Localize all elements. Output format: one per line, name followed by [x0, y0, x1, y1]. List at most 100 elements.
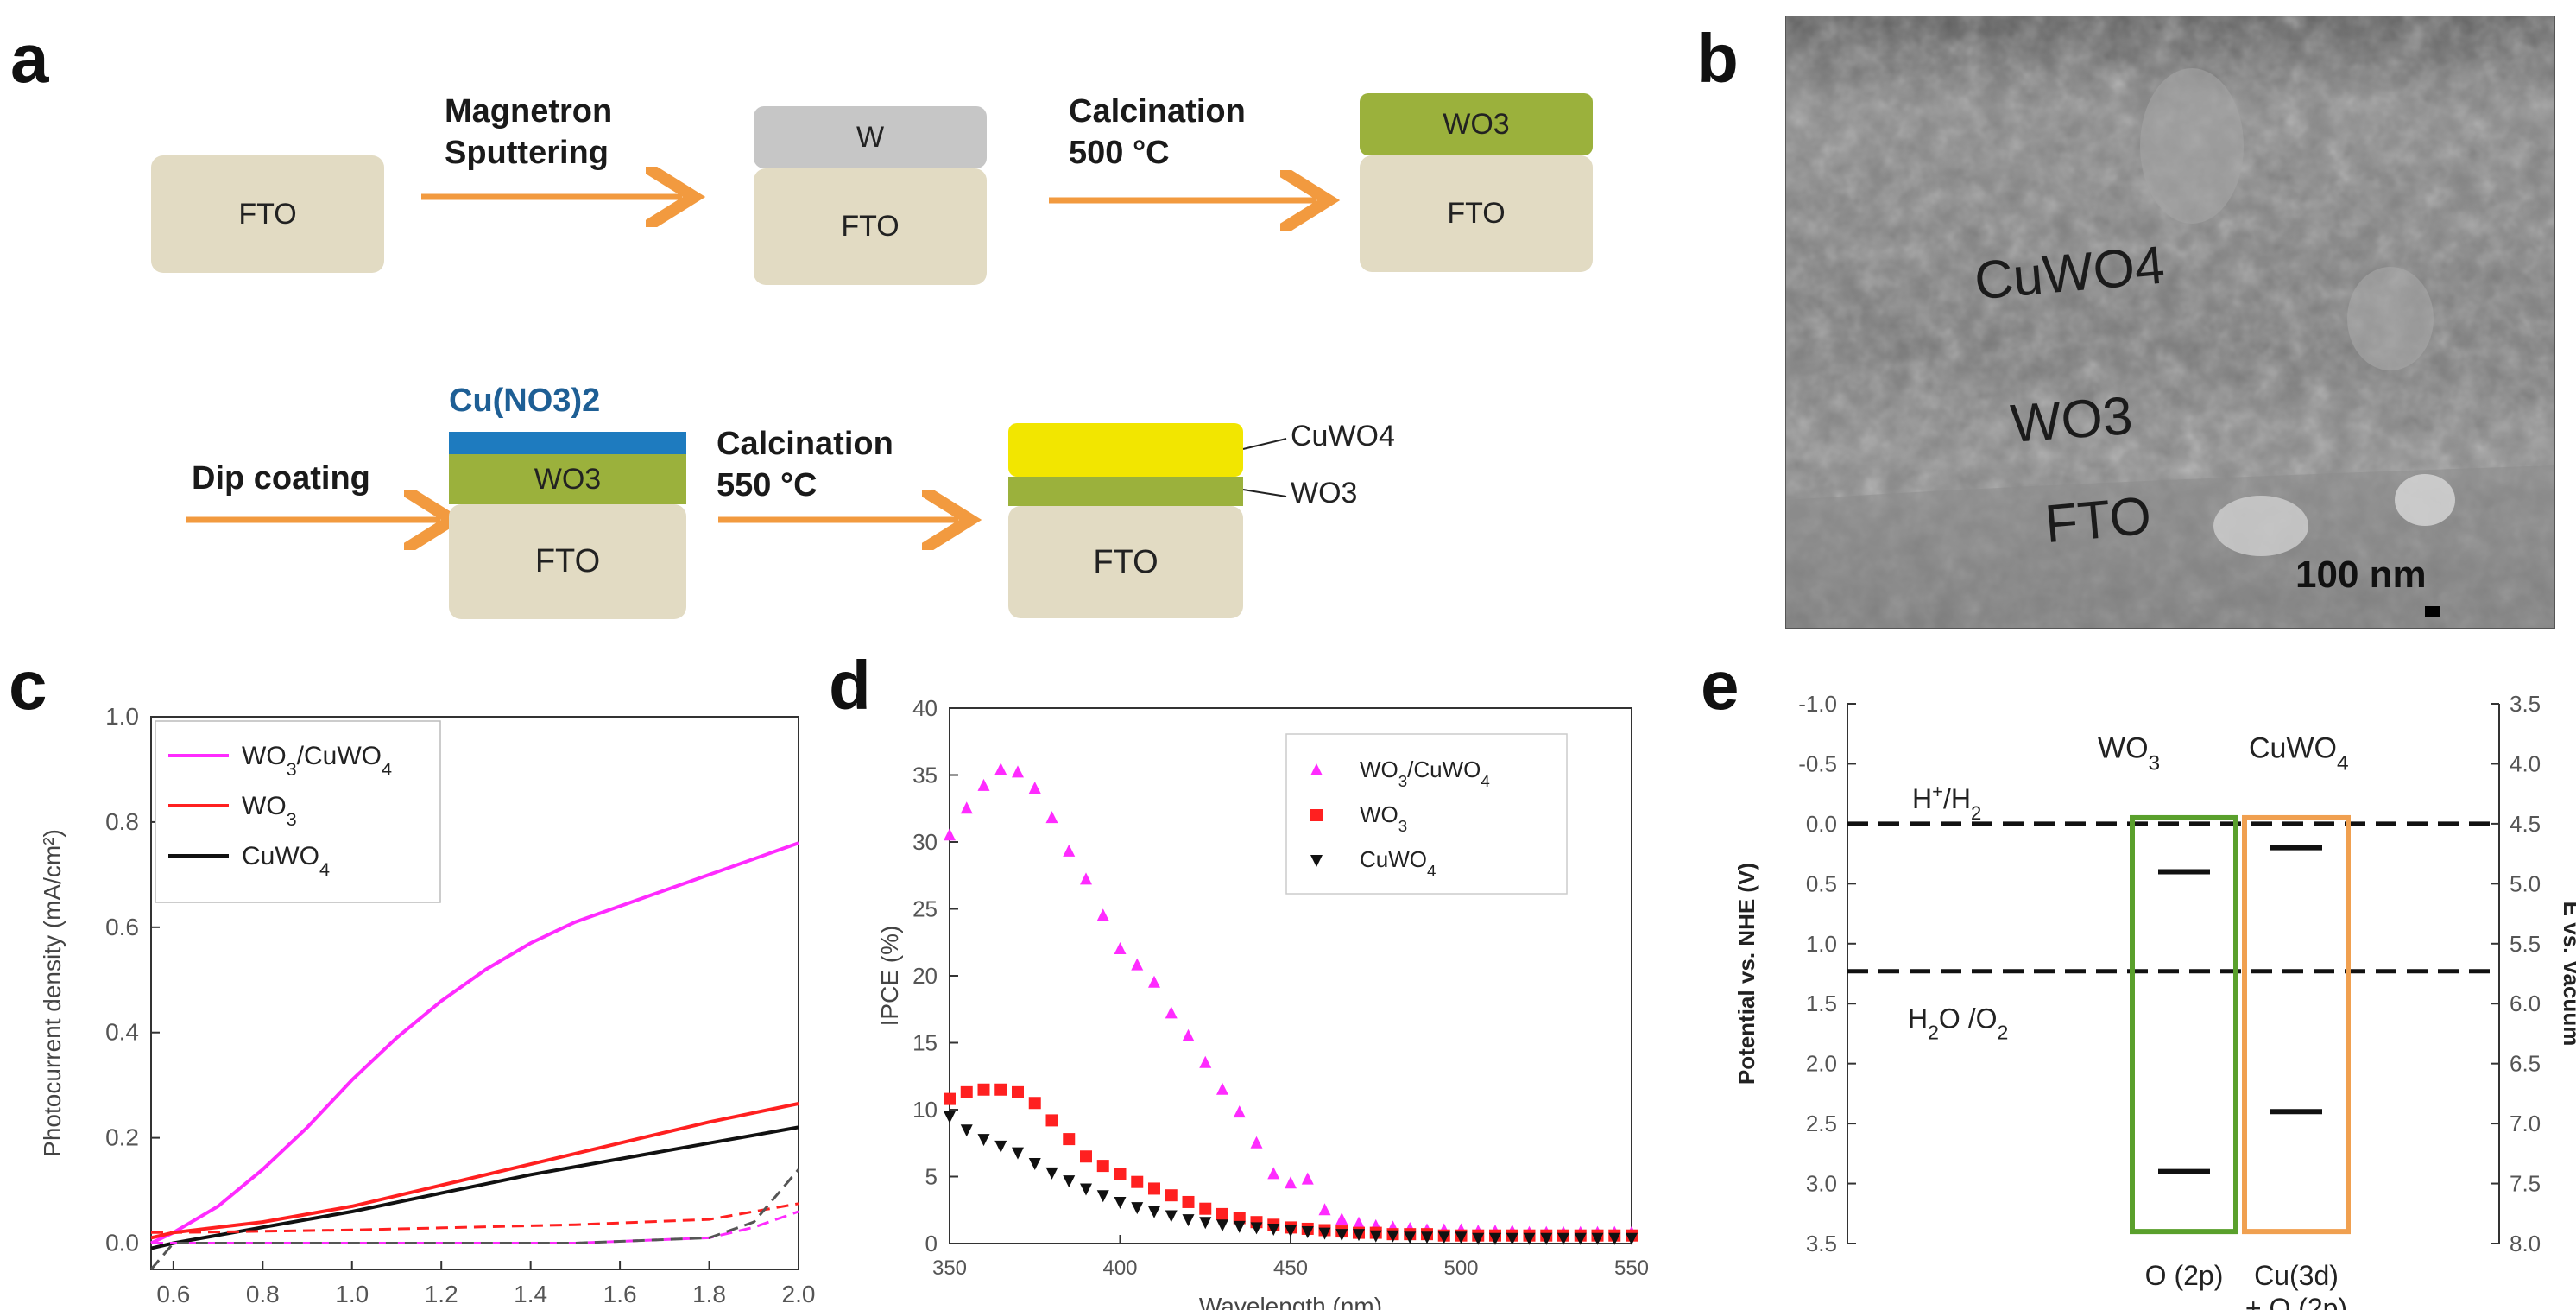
- data-point-d-0: [1012, 765, 1024, 778]
- y-tick-label-e-right: 4.5: [2510, 811, 2541, 837]
- data-point-d-2: [1523, 1232, 1536, 1245]
- data-point-d-2: [1131, 1202, 1144, 1215]
- data-point-d-0: [1285, 1176, 1297, 1189]
- panel-letter-b: b: [1696, 20, 1739, 97]
- y-tick-label-d: 40: [912, 695, 938, 721]
- fto-substrate-2: FTO: [754, 168, 987, 285]
- data-point-d-2: [1285, 1225, 1297, 1237]
- data-point-d-0: [1318, 1203, 1331, 1216]
- data-point-d-1: [1028, 1097, 1041, 1110]
- data-point-d-0: [1353, 1216, 1365, 1229]
- series-line-c-0: [150, 841, 799, 1245]
- fto-substrate-5: FTO: [1008, 506, 1243, 618]
- y-tick-label-e-left: -0.5: [1798, 750, 1837, 776]
- data-point-d-1: [1131, 1175, 1144, 1188]
- y-tick-label-e-left: 1.0: [1806, 931, 1837, 957]
- data-point-d-2: [1404, 1231, 1417, 1244]
- data-point-d-0: [1216, 1082, 1228, 1095]
- data-point-d-1: [960, 1085, 973, 1098]
- data-point-d-2: [1096, 1190, 1109, 1203]
- leader-cuwo4: [1242, 438, 1287, 450]
- band-bottom-label-e: O (2p): [2145, 1260, 2224, 1291]
- y-tick-label-e-left: 0.5: [1806, 870, 1837, 896]
- data-point-d-2: [1540, 1232, 1553, 1245]
- data-point-d-1: [1063, 1133, 1076, 1146]
- data-point-d-1: [1199, 1202, 1212, 1215]
- data-point-d-2: [1626, 1232, 1638, 1245]
- step-label-sputtering: Magnetron Sputtering: [445, 93, 613, 171]
- y-tick-label-e-right: 5.5: [2510, 931, 2541, 957]
- data-point-d-1: [1114, 1168, 1127, 1180]
- data-point-d-1: [944, 1092, 956, 1105]
- data-point-d-2: [1045, 1167, 1058, 1180]
- data-point-d-2: [1182, 1214, 1195, 1227]
- data-point-d-0: [977, 778, 990, 791]
- data-point-d-2: [1267, 1223, 1280, 1236]
- data-point-d-0: [1045, 811, 1058, 824]
- data-point-d-2: [1472, 1232, 1485, 1245]
- step-label-calcination-550: Calcination 550 °C: [717, 426, 893, 503]
- y-tick-label-d: 35: [912, 763, 938, 788]
- y-tick-label-e-right: 4.0: [2510, 750, 2541, 776]
- x-tick-label-d: 550: [1614, 1256, 1649, 1280]
- legend-label-d: WO3: [1360, 801, 1407, 835]
- step-label-dip-coating: Dip coating: [192, 460, 370, 497]
- y-tick-label-c: 0.6: [105, 914, 139, 940]
- data-point-d-2: [977, 1134, 990, 1147]
- leader-wo3: [1242, 489, 1287, 497]
- y-tick-label-c: 0.2: [105, 1124, 139, 1151]
- data-point-d-2: [1080, 1183, 1092, 1196]
- series-line-c-4: [151, 1202, 799, 1234]
- data-point-d-1: [1165, 1189, 1178, 1202]
- material-label-e: CuWO4: [2249, 732, 2349, 775]
- data-point-d-2: [1148, 1206, 1160, 1218]
- wo3-layer-mid: WO3: [449, 454, 686, 504]
- x-tick-label-d: 400: [1102, 1256, 1137, 1280]
- w-layer: W: [754, 106, 987, 168]
- panel-letter-d: d: [829, 647, 871, 724]
- data-point-d-0: [1233, 1105, 1246, 1118]
- fto-substrate-3: FTO: [1360, 155, 1593, 272]
- y-tick-label-e-right: 7.0: [2510, 1111, 2541, 1136]
- sem-label-fto: FTO: [2042, 485, 2154, 555]
- legend-box-d: [1285, 733, 1568, 895]
- y-tick-label-c: 0.4: [105, 1019, 139, 1046]
- panel-letter-e: e: [1701, 647, 1739, 724]
- x-tick-label-d: 500: [1443, 1256, 1478, 1280]
- label-cuwo4: CuWO4: [1291, 420, 1395, 452]
- data-point-d-2: [1506, 1232, 1518, 1245]
- data-point-d-1: [1216, 1207, 1228, 1220]
- y-tick-label-e-right: 7.5: [2510, 1171, 2541, 1197]
- series-line-c-5: [149, 1168, 800, 1270]
- legend-marker-d: [1310, 809, 1323, 821]
- data-point-d-0: [1080, 872, 1092, 885]
- data-point-d-1: [1182, 1195, 1195, 1208]
- data-point-d-1: [1096, 1160, 1109, 1173]
- series-line-c-1: [150, 1102, 799, 1240]
- data-point-d-2: [1301, 1226, 1314, 1239]
- y-tick-label-c: 0.8: [105, 808, 139, 835]
- y-tick-label-d: 0: [925, 1231, 938, 1256]
- cuno3-label: Cu(NO3)2: [449, 383, 601, 419]
- x-tick-label-c: 1.6: [603, 1281, 637, 1307]
- data-point-d-2: [1574, 1232, 1587, 1245]
- data-point-d-0: [1114, 942, 1127, 954]
- material-label-e: WO3: [2098, 732, 2160, 775]
- data-point-d-0: [1148, 975, 1160, 988]
- data-point-d-0: [1131, 958, 1144, 971]
- data-point-d-0: [1096, 908, 1109, 921]
- data-point-d-2: [1063, 1175, 1076, 1188]
- data-point-d-2: [1318, 1227, 1331, 1240]
- label-wo3: WO3: [1291, 477, 1358, 509]
- y-tick-label-e-right: 6.0: [2510, 990, 2541, 1016]
- data-point-d-2: [960, 1124, 973, 1137]
- legend-marker-d: [1310, 763, 1323, 775]
- y-tick-label-c: 0.0: [105, 1230, 139, 1256]
- data-point-d-0: [1165, 1006, 1178, 1019]
- data-point-d-0: [1335, 1212, 1348, 1225]
- legend-box-c: [155, 720, 441, 903]
- data-point-d-2: [1114, 1196, 1127, 1209]
- band-bottom-label-e: Cu(3d): [2254, 1260, 2339, 1291]
- cuno3-layer: [449, 432, 686, 454]
- ref-label-h: H+/H2: [1912, 780, 1981, 823]
